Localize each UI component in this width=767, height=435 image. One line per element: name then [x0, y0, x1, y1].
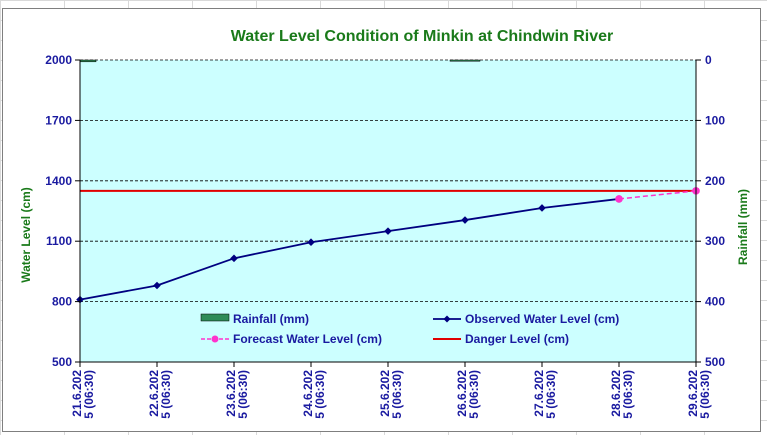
x-tick-label-line: 22.6.202	[147, 370, 161, 417]
x-tick-label-line: 29.6.202	[686, 370, 700, 417]
observed-point	[307, 238, 315, 247]
x-tick-label: 28.6.2025 (06:30)	[609, 370, 635, 419]
x-tick-label-line: 27.6.202	[532, 370, 546, 417]
rainfall-bar	[449, 59, 481, 62]
left-axis-ticks: 2000 1700 1400 1100 800 500	[45, 53, 72, 369]
right-axis-ticks: 0 100 200 300 400 500	[705, 53, 725, 369]
observed-point	[538, 204, 546, 212]
left-tick-label: 500	[52, 355, 72, 369]
legend-label: Rainfall (mm)	[233, 312, 309, 326]
x-tick-label: 23.6.2025 (06:30)	[224, 370, 250, 419]
left-tick-label: 1100	[46, 234, 72, 248]
right-tick-label: 200	[705, 174, 725, 188]
right-tick-label: 100	[705, 113, 725, 127]
left-tick-label: 800	[52, 295, 72, 309]
x-tick-label-line: 21.6.202	[70, 370, 84, 417]
x-tick-label-line: 5 (06:30)	[313, 370, 327, 419]
x-tick-label-line: 5 (06:30)	[467, 370, 481, 419]
x-tick-label-line: 23.6.202	[224, 370, 238, 417]
x-tick-label: 25.6.2025 (06:30)	[378, 370, 404, 419]
legend-label: Forecast Water Level (cm)	[233, 332, 382, 346]
water-level-lines	[76, 187, 700, 304]
rainfall-bar	[79, 59, 97, 63]
x-tick-label: 24.6.2025 (06:30)	[301, 370, 327, 419]
legend-swatch-rainfall	[200, 313, 230, 322]
left-tick-label: 1700	[45, 113, 72, 127]
x-tick-label: 29.6.2025 (06:30)	[686, 370, 712, 419]
axes	[75, 59, 701, 367]
forecast-line	[618, 190, 697, 200]
x-axis-ticks: 21.6.2025 (06:30) 22.6.2025 (06:30) 23.6.2…	[70, 370, 712, 419]
x-tick-label-line: 24.6.202	[301, 370, 315, 417]
x-tick-label-line: 26.6.202	[455, 370, 469, 417]
x-tick-label-line: 25.6.202	[378, 370, 392, 417]
x-tick-label: 27.6.2025 (06:30)	[532, 370, 558, 419]
legend: Rainfall (mm) Observed Water Level (cm) Fo…	[200, 312, 619, 346]
x-tick-label: 21.6.2025 (06:30)	[70, 370, 96, 419]
x-tick-label-line: 5 (06:30)	[159, 370, 173, 419]
x-tick-label-line: 5 (06:30)	[82, 370, 96, 419]
legend-marker-observed	[443, 315, 451, 323]
left-tick-label: 1400	[45, 174, 72, 188]
x-tick-label-line: 28.6.202	[609, 370, 623, 417]
plot-area	[80, 60, 696, 362]
water-level-chart: Water Level Condition of Minkin at Chind…	[19, 28, 750, 419]
legend-label: Danger Level (cm)	[465, 332, 569, 346]
right-tick-label: 0	[705, 53, 712, 67]
x-tick-label-line: 5 (06:30)	[621, 370, 635, 419]
x-tick-label-line: 5 (06:30)	[390, 370, 404, 419]
legend-marker-forecast	[211, 335, 219, 343]
chart-frame[interactable]: Water Level Condition of Minkin at Chind…	[2, 8, 761, 432]
x-tick-label-line: 5 (06:30)	[544, 370, 558, 419]
x-tick-label: 22.6.2025 (06:30)	[147, 370, 173, 419]
right-tick-label: 300	[705, 234, 725, 248]
x-tick-label-line: 5 (06:30)	[236, 370, 250, 419]
right-tick-label: 500	[705, 355, 725, 369]
forecast-point	[615, 195, 623, 203]
x-tick-label-line: 5 (06:30)	[698, 370, 712, 419]
x-tick-label: 26.6.2025 (06:30)	[455, 370, 481, 419]
observed-line	[79, 198, 620, 301]
observed-point	[384, 227, 392, 235]
observed-point	[230, 254, 238, 263]
observed-point	[461, 216, 469, 224]
right-axis-title: Rainfall (mm)	[736, 189, 750, 265]
grid-lines	[80, 59, 696, 303]
chart-title: Water Level Condition of Minkin at Chind…	[231, 28, 614, 45]
legend-label: Observed Water Level (cm)	[465, 312, 619, 326]
right-tick-label: 400	[705, 295, 725, 309]
left-axis-title: Water Level (cm)	[19, 187, 33, 283]
observed-point	[153, 281, 161, 290]
left-tick-label: 2000	[45, 53, 72, 67]
